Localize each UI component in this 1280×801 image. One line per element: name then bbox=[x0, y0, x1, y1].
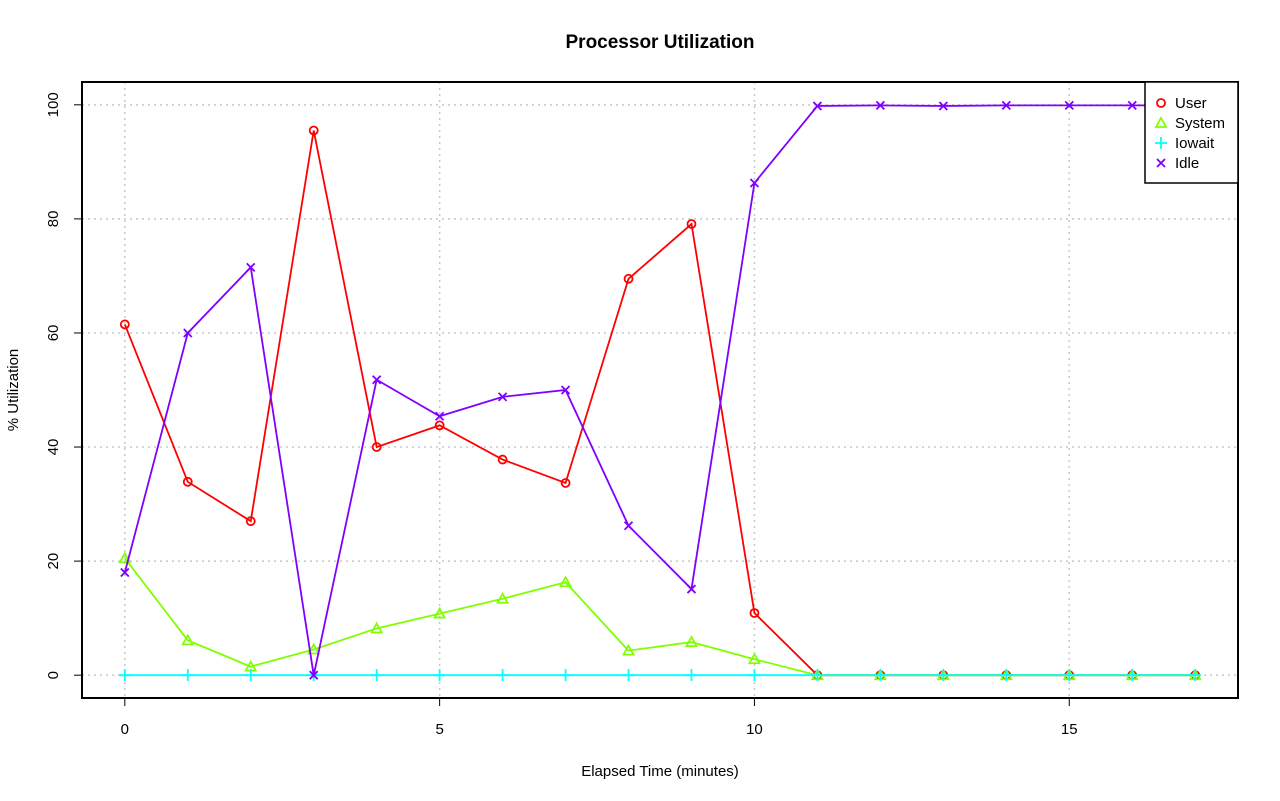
data-point-iowait bbox=[874, 669, 887, 682]
legend-marker-user bbox=[1156, 98, 1166, 108]
data-point-user bbox=[560, 478, 571, 488]
data-point-system bbox=[747, 652, 761, 665]
series-user bbox=[119, 125, 1201, 681]
series-system bbox=[118, 551, 1202, 681]
data-point-system bbox=[559, 575, 573, 588]
y-tick-label: 40 bbox=[45, 439, 62, 456]
x-tick-label: 10 bbox=[746, 721, 763, 738]
legend-item-user: User bbox=[1156, 95, 1207, 112]
data-point-idle bbox=[372, 375, 382, 385]
data-point-idle bbox=[749, 178, 760, 188]
data-point-iowait bbox=[748, 669, 761, 682]
series-line-user bbox=[123, 130, 1196, 677]
legend-label-iowait: Iowait bbox=[1175, 135, 1215, 152]
data-point-iowait bbox=[559, 669, 572, 682]
data-point-iowait bbox=[496, 669, 509, 682]
data-point-idle bbox=[497, 392, 508, 402]
series-group bbox=[118, 100, 1202, 682]
x-axis-label: Elapsed Time (minutes) bbox=[581, 763, 739, 780]
data-point-user bbox=[497, 454, 508, 465]
x-tick-label: 0 bbox=[121, 721, 129, 738]
data-point-system bbox=[370, 621, 384, 634]
data-point-iowait bbox=[1126, 669, 1139, 682]
series-idle bbox=[120, 100, 1200, 680]
series-line-idle bbox=[123, 104, 1196, 676]
data-point-idle bbox=[309, 670, 319, 680]
y-tick-label: 0 bbox=[45, 671, 62, 679]
legend-item-system: System bbox=[1154, 115, 1225, 132]
x-tick-label: 5 bbox=[435, 721, 443, 738]
data-point-idle bbox=[560, 385, 571, 395]
data-point-user bbox=[119, 319, 130, 330]
legend-label-idle: Idle bbox=[1175, 155, 1199, 172]
legend-item-iowait: Iowait bbox=[1155, 135, 1215, 152]
axes: 0 5 10 15 0 20 40 60 80 100 bbox=[45, 92, 1078, 738]
data-point-system bbox=[621, 643, 636, 656]
y-tick-label: 20 bbox=[45, 553, 62, 570]
data-point-idle bbox=[1127, 100, 1137, 111]
chart-title: Processor Utilization bbox=[566, 32, 755, 53]
data-point-user bbox=[182, 476, 193, 487]
legend-label-user: User bbox=[1175, 95, 1207, 112]
y-tick-label: 100 bbox=[45, 92, 62, 117]
data-point-idle bbox=[1064, 100, 1074, 111]
x-tick-label: 15 bbox=[1061, 721, 1078, 738]
y-axis-label: % Utilization bbox=[5, 349, 22, 432]
data-point-user bbox=[686, 219, 697, 229]
data-point-user bbox=[434, 420, 445, 431]
data-point-idle bbox=[120, 567, 130, 578]
y-tick-label: 80 bbox=[45, 211, 62, 228]
data-point-idle bbox=[623, 521, 634, 531]
data-point-iowait bbox=[937, 669, 950, 682]
data-point-idle bbox=[875, 100, 886, 111]
legend-item-idle: Idle bbox=[1156, 155, 1199, 172]
data-point-iowait bbox=[811, 669, 824, 682]
legend-marker-iowait bbox=[1155, 137, 1167, 149]
series-line-system bbox=[124, 557, 1196, 677]
data-point-iowait bbox=[118, 669, 131, 682]
plot-frame bbox=[81, 81, 1239, 699]
legend-label-system: System bbox=[1175, 115, 1225, 132]
legend-marker-system bbox=[1154, 116, 1168, 128]
legend: User System Iowait Idle bbox=[1144, 81, 1239, 184]
grid bbox=[82, 82, 1238, 698]
data-point-user bbox=[623, 273, 634, 284]
data-point-idle bbox=[938, 101, 948, 111]
data-point-idle bbox=[434, 411, 445, 421]
data-point-system bbox=[684, 635, 699, 648]
data-point-idle bbox=[183, 328, 193, 338]
data-point-system bbox=[181, 633, 195, 646]
y-tick-label: 60 bbox=[45, 325, 62, 342]
data-point-system bbox=[118, 551, 132, 564]
data-point-iowait bbox=[1189, 669, 1202, 682]
data-point-user bbox=[245, 516, 256, 527]
data-point-iowait bbox=[244, 669, 257, 682]
data-point-system bbox=[433, 606, 447, 619]
data-point-idle bbox=[812, 101, 823, 111]
data-point-iowait bbox=[1063, 669, 1076, 682]
data-point-iowait bbox=[181, 669, 194, 682]
data-point-idle bbox=[1001, 100, 1011, 111]
data-point-iowait bbox=[685, 669, 698, 682]
data-point-idle bbox=[246, 262, 256, 273]
legend-marker-idle bbox=[1156, 158, 1166, 168]
data-point-idle bbox=[686, 584, 697, 594]
data-point-user bbox=[749, 608, 760, 618]
data-point-user bbox=[371, 442, 382, 452]
data-point-iowait bbox=[1000, 669, 1013, 682]
data-point-iowait bbox=[622, 669, 635, 682]
data-point-iowait bbox=[370, 669, 383, 682]
data-point-user bbox=[308, 125, 319, 136]
data-point-system bbox=[496, 591, 510, 604]
data-point-iowait bbox=[433, 669, 446, 682]
series-iowait bbox=[118, 669, 1202, 682]
data-point-system bbox=[307, 642, 321, 655]
